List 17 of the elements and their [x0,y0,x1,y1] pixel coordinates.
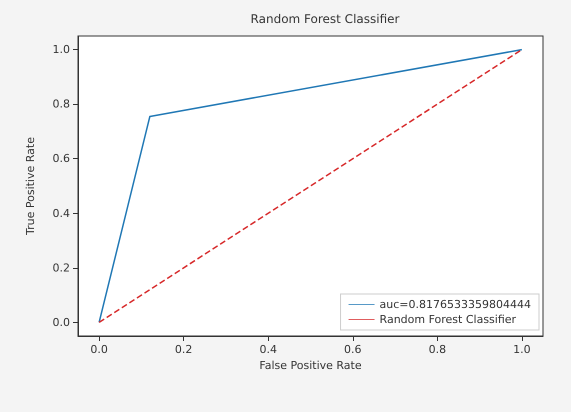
legend-label: auc=0.8176533359804444 [380,298,532,311]
x-tick-label: 0.2 [174,343,192,356]
y-axis-title: True Positive Rate [24,136,37,236]
y-tick-label: 0.2 [52,261,70,274]
x-tick-label: 0.8 [428,343,446,356]
y-tick-label: 0.0 [52,316,70,329]
x-tick-label: 0.4 [259,343,277,356]
chart-title: Random Forest Classifier [250,12,400,26]
legend-label: Random Forest Classifier [380,313,517,326]
x-tick-label: 0.0 [90,343,108,356]
x-tick-label: 0.6 [344,343,362,356]
y-tick-label: 0.6 [52,152,70,166]
y-tick-label: 1.0 [52,43,70,56]
y-tick-label: 0.8 [52,98,70,111]
x-axis-title: False Positive Rate [259,359,362,372]
x-tick-label: 1.0 [513,343,531,356]
y-tick-label: 0.4 [52,206,70,220]
